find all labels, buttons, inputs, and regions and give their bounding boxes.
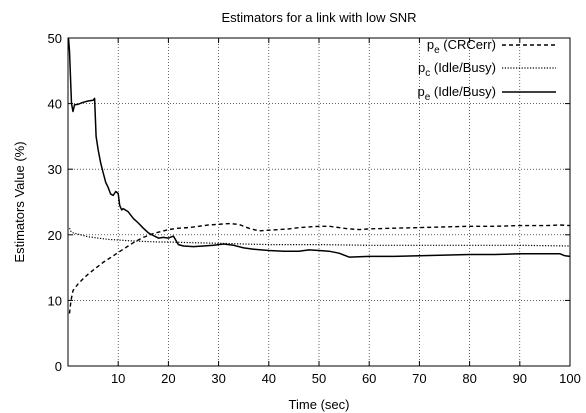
x-tick-label: 10 [111,371,125,386]
y-tick-label: 50 [48,31,62,46]
legend-label-subscript: c [425,68,430,79]
series-line-1 [68,222,571,314]
legend-label-rest: (Idle/Busy) [430,60,496,75]
y-tick-label: 0 [55,359,62,374]
x-tick-label: 60 [362,371,376,386]
x-tick-label: 70 [412,371,426,386]
y-tick-label: 30 [48,162,62,177]
legend-label-2: pc (Idle/Busy) [418,60,496,79]
legend-label-rest: (CRCerr) [440,37,496,52]
y-tick-label: 10 [48,293,62,308]
legend-label-rest: (Idle/Busy) [430,84,496,99]
legend-label-1: pe (CRCerr) [427,37,496,56]
x-tick-label: 80 [462,371,476,386]
legend: pe (CRCerr)pc (Idle/Busy)pe (Idle/Busy) [417,37,556,103]
legend-label-3: pe (Idle/Busy) [417,84,496,103]
x-tick-label: 90 [513,371,527,386]
y-tick-label: 20 [48,228,62,243]
x-tick-label: 100 [559,371,581,386]
legend-label-main: p [427,37,434,52]
y-axis-label: Estimators Value (%) [12,141,27,262]
x-tick-label: 40 [262,371,276,386]
x-tick-label: 30 [211,371,225,386]
legend-label-main: p [417,84,424,99]
y-tick-label: 40 [48,97,62,112]
axis-ticks: 10 20 30 40 50 60 70 80 90 100 0 10 20 30 40 50 [48,31,581,386]
legend-label-main: p [418,60,425,75]
series-lines [67,37,571,314]
series-line-2 [68,227,571,247]
x-tick-label: 20 [161,371,175,386]
x-tick-label: 50 [312,371,326,386]
legend-label-subscript: e [425,92,431,103]
legend-label-subscript: e [434,45,440,56]
series-line-3 [67,37,571,258]
x-axis-label: Time (sec) [289,397,350,412]
chart-title: Estimators for a link with low SNR [221,10,416,25]
